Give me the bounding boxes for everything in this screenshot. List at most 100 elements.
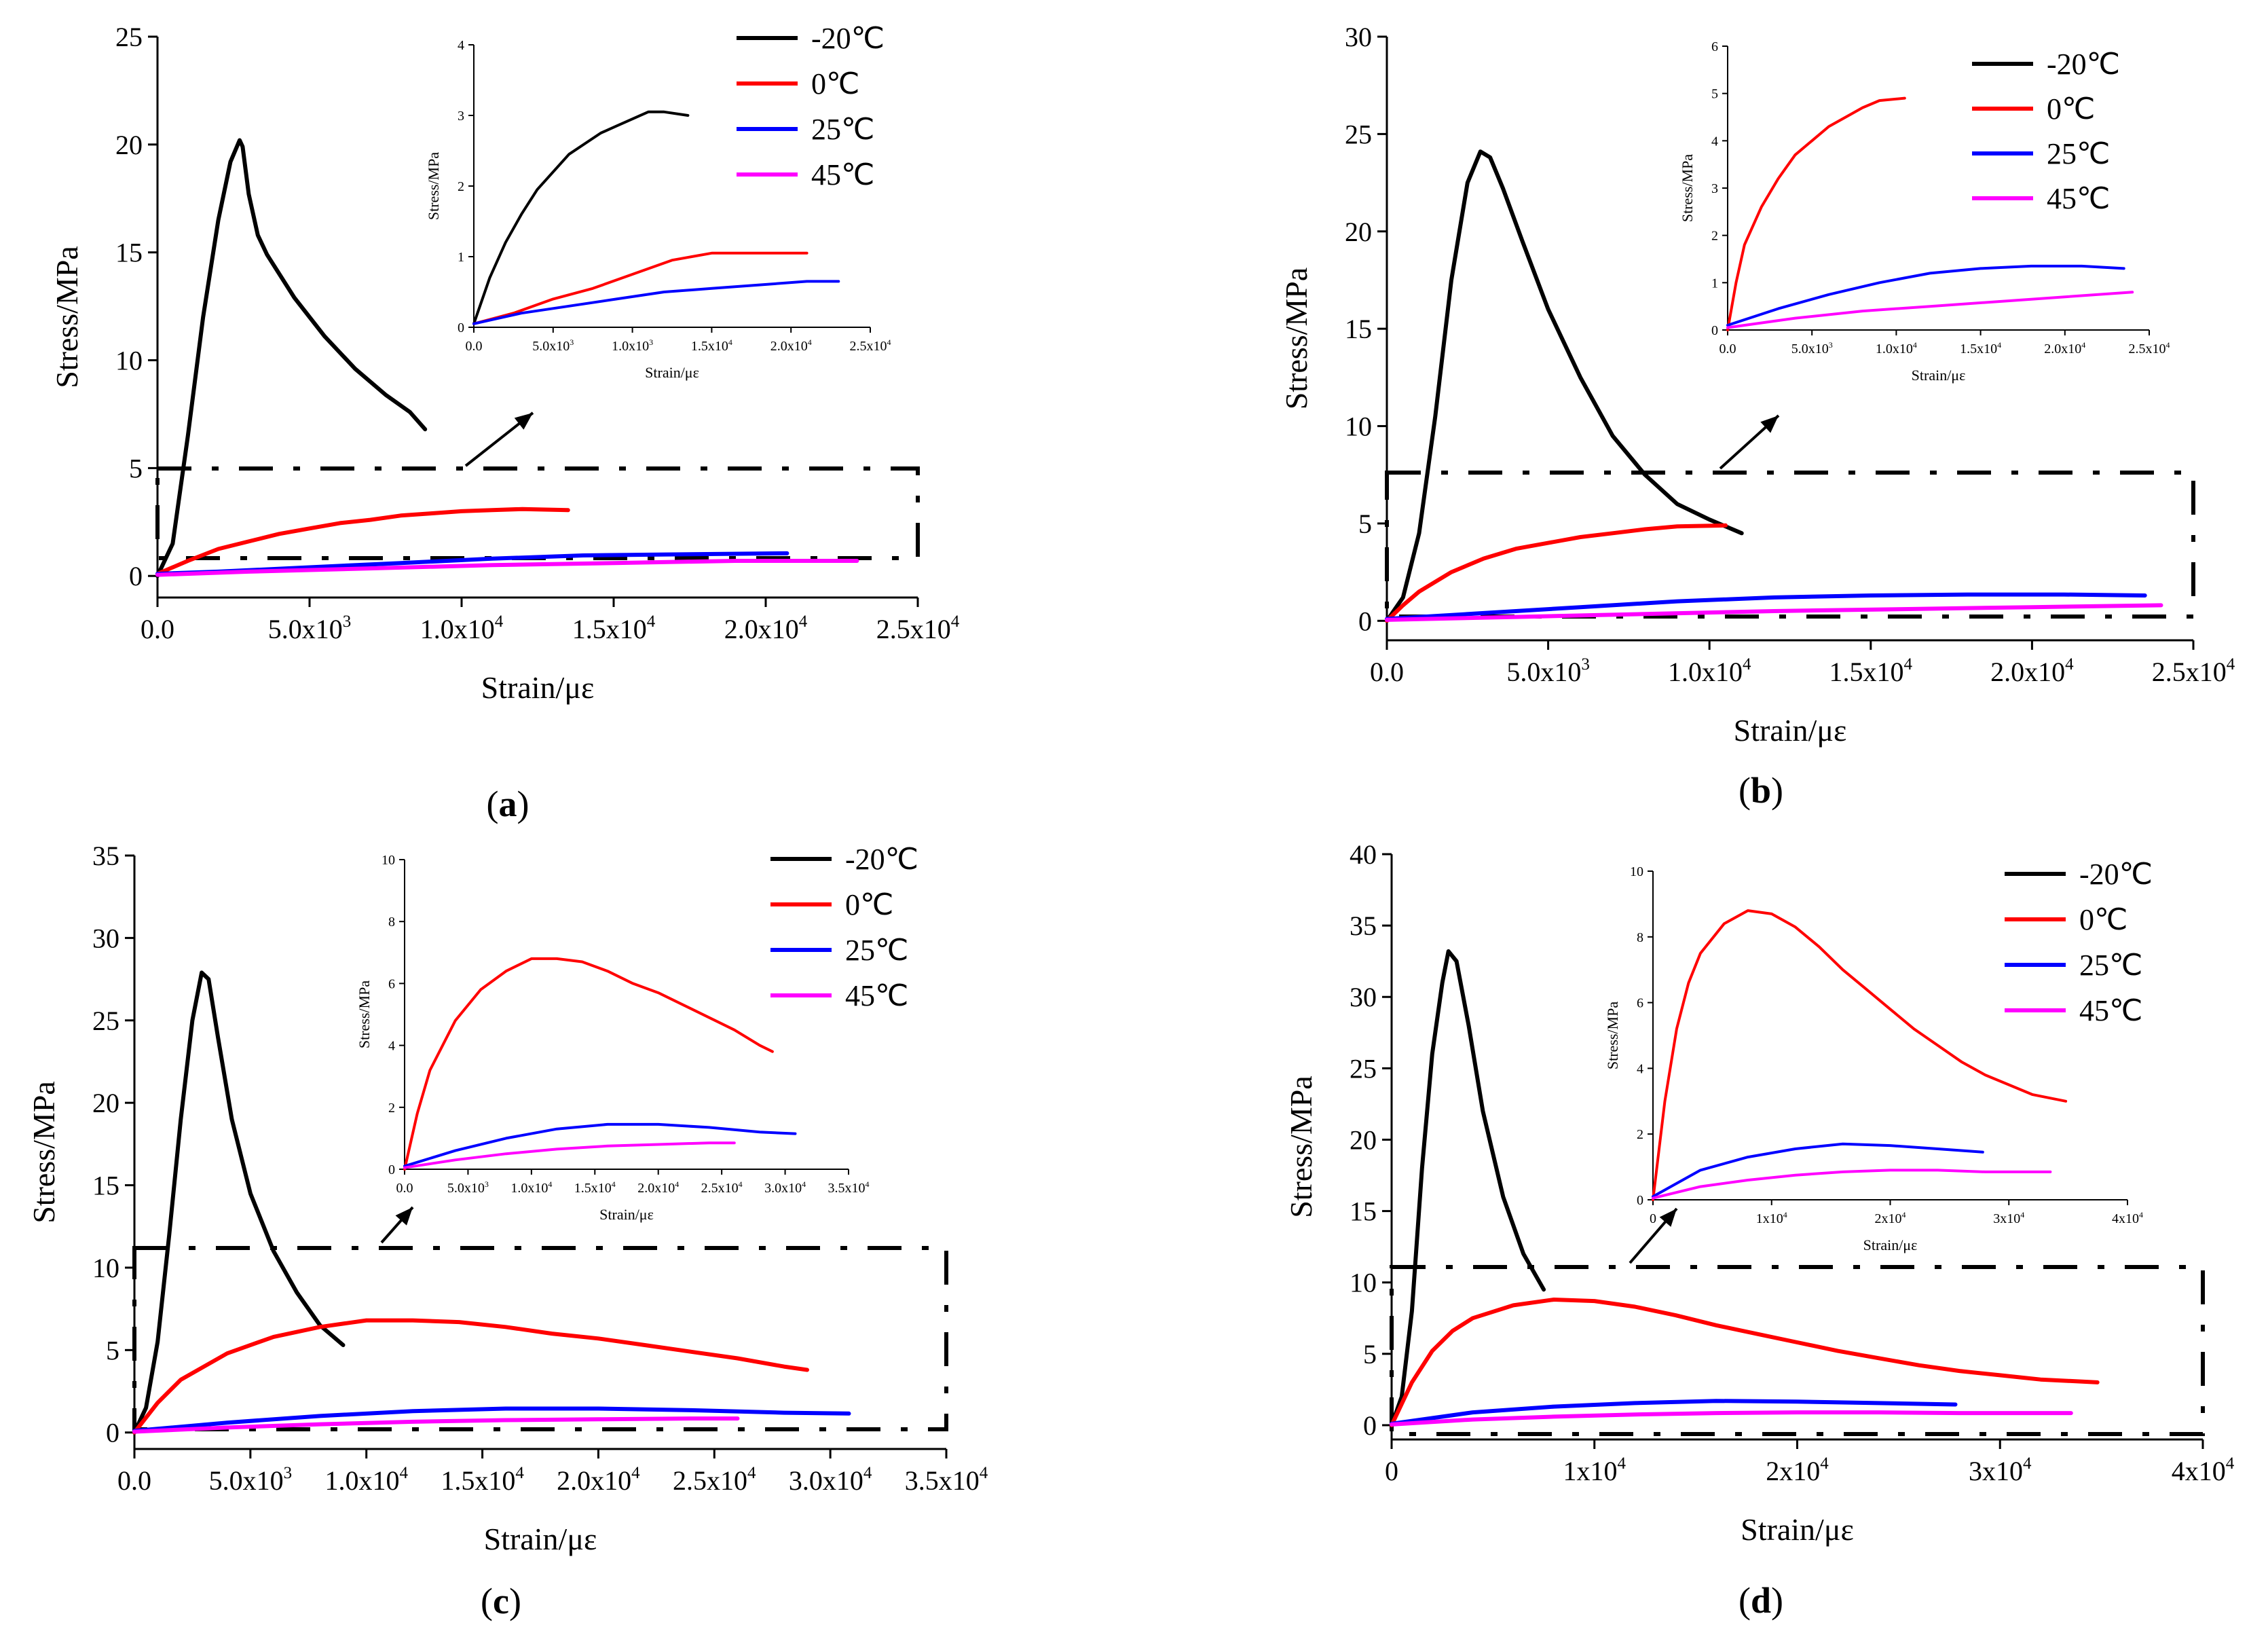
legend-label: -20℃ [2079, 858, 2153, 891]
inset-x-tick-label: 0.0 [1719, 342, 1736, 356]
legend-label: 0℃ [845, 888, 893, 921]
inset-y-tick-label: 6 [1637, 996, 1643, 1011]
y-tick-label: 0 [1363, 1410, 1377, 1441]
inset-y-tick-label: 10 [1630, 864, 1643, 879]
y-tick-label: 10 [1345, 411, 1372, 442]
inset-y-tick-label: 0 [1711, 323, 1718, 338]
series-line-45℃ [1385, 603, 2163, 622]
legend-d: -20℃ 0℃ 25℃ 45℃ [2005, 858, 2153, 1027]
inset-x-tick-label: 2.5x104 [2129, 340, 2170, 356]
inset-chart-c: 0 2 4 6 8 10 0.0 5.0x103 1.0x104 1.5x104 2.0x104 2.… [356, 853, 870, 1223]
legend-c: -20℃ 0℃ 25℃ 45℃ [770, 843, 918, 1012]
inset-x-tick-label: 5.0x103 [1791, 340, 1833, 356]
x-tick-label: 2x104 [1766, 1454, 1829, 1486]
inset-x-tick-label: 3.5x104 [828, 1179, 870, 1196]
inset-y-tick-label: 4 [388, 1039, 395, 1054]
inset-y-tick-label: 2 [458, 179, 464, 194]
y-tick-label: 10 [92, 1253, 119, 1283]
series-line-45℃ [1390, 1410, 2073, 1427]
series-line--20℃ [155, 138, 428, 579]
legend-label: 45℃ [845, 979, 908, 1012]
inset-x-tick-label: 4x104 [2112, 1210, 2143, 1226]
inset-x-tick-label: 1x104 [1756, 1210, 1787, 1226]
series-line--20℃ [1390, 949, 1546, 1427]
y-tick-label: 35 [1350, 911, 1377, 941]
inset-y-axis-title: Stress/MPa [1604, 1002, 1621, 1069]
inset-series-line-25℃ [1652, 1142, 1984, 1198]
inset-x-tick-label: 5.0x103 [447, 1179, 489, 1196]
x-axis-title: Strain/με [484, 1522, 597, 1556]
inset-x-tick-label: 0 [1650, 1211, 1656, 1226]
inset-series-line-0℃ [403, 957, 774, 1171]
y-tick-label: 5 [129, 453, 143, 483]
x-tick-label: 0.0 [117, 1465, 151, 1496]
y-tick-label: 40 [1350, 839, 1377, 870]
x-tick-label: 4x104 [2172, 1454, 2235, 1486]
inset-x-axis-title: Strain/με [599, 1206, 654, 1223]
inset-series-line-25℃ [1726, 264, 2125, 327]
inset-series-line-0℃ [1652, 909, 2068, 1201]
series-line-0℃ [132, 1318, 809, 1435]
inset-y-tick-label: 0 [388, 1162, 395, 1177]
zoom-region-box [155, 466, 920, 560]
zoom-region-box [132, 1246, 948, 1431]
inset-y-tick-label: 0 [1637, 1193, 1643, 1208]
panel-label-b: (b) [1739, 770, 1783, 811]
legend-label: 45℃ [2047, 182, 2110, 215]
inset-series-line--20℃ [472, 110, 690, 325]
inset-x-tick-label: 2x104 [1875, 1210, 1906, 1226]
legend-label: 0℃ [2047, 92, 2095, 126]
y-tick-label: 30 [1350, 982, 1377, 1012]
inset-chart-d: 0 2 4 6 8 10 0 1x104 2x104 3x104 4x104 Strain/με Str… [1604, 864, 2143, 1253]
x-tick-label: 1.5x104 [441, 1464, 524, 1496]
series-line-0℃ [1390, 1298, 2100, 1427]
legend-label: 25℃ [845, 934, 908, 967]
inset-y-tick-label: 4 [458, 38, 464, 53]
legend-label: 0℃ [811, 67, 859, 100]
x-tick-label: 5.0x103 [1506, 655, 1590, 687]
inset-y-tick-label: 8 [1637, 930, 1643, 945]
y-tick-label: 25 [115, 22, 143, 52]
inset-y-tick-label: 0 [458, 320, 464, 335]
legend-label: -20℃ [845, 843, 918, 876]
y-tick-label: 5 [1363, 1339, 1377, 1370]
y-tick-label: 20 [1350, 1124, 1377, 1155]
x-tick-label: 2.5x104 [673, 1464, 756, 1496]
inset-y-tick-label: 6 [1711, 39, 1718, 54]
inset-x-tick-label: 2.5x104 [850, 337, 891, 354]
y-tick-label: 0 [106, 1418, 119, 1448]
series-line-25℃ [1385, 592, 2147, 621]
x-tick-label: 1.0x104 [1668, 655, 1751, 687]
inset-y-axis-title: Stress/MPa [425, 152, 442, 220]
y-axis-title: Stress/MPa [1279, 268, 1314, 410]
inset-y-tick-label: 5 [1711, 87, 1718, 102]
inset-series-line-0℃ [1726, 96, 1906, 331]
inset-x-tick-label: 1.5x104 [1960, 340, 2001, 356]
arrow-up-right-icon-head [1659, 1209, 1677, 1227]
x-tick-label: 5.0x103 [268, 612, 352, 644]
inset-series-line-0℃ [472, 251, 808, 325]
x-axis-title: Strain/με [1741, 1512, 1854, 1547]
legend-label: 25℃ [2079, 949, 2142, 982]
x-tick-label: 1.0x104 [420, 612, 504, 644]
inset-x-tick-label: 2.0x104 [637, 1179, 679, 1196]
legend-b: -20℃ 0℃ 25℃ 45℃ [1972, 48, 2120, 215]
series-line-0℃ [155, 507, 570, 576]
legend-label: 25℃ [811, 113, 874, 146]
y-tick-label: 10 [115, 346, 143, 376]
y-tick-label: 25 [92, 1006, 119, 1036]
series-line-45℃ [155, 559, 859, 577]
inset-x-tick-label: 1.0x104 [1876, 340, 1917, 356]
panel-label-c: (c) [481, 1581, 521, 1621]
x-axis-title: Strain/με [481, 670, 595, 705]
inset-x-tick-label: 2.5x104 [701, 1179, 743, 1196]
inset-x-tick-label: 3.0x104 [764, 1179, 806, 1196]
arrow-up-right-icon-head [514, 413, 533, 430]
inset-y-axis-title: Stress/MPa [1679, 154, 1696, 222]
x-tick-label: 2.0x104 [1990, 655, 2074, 687]
inset-series-line-25℃ [403, 1122, 797, 1168]
